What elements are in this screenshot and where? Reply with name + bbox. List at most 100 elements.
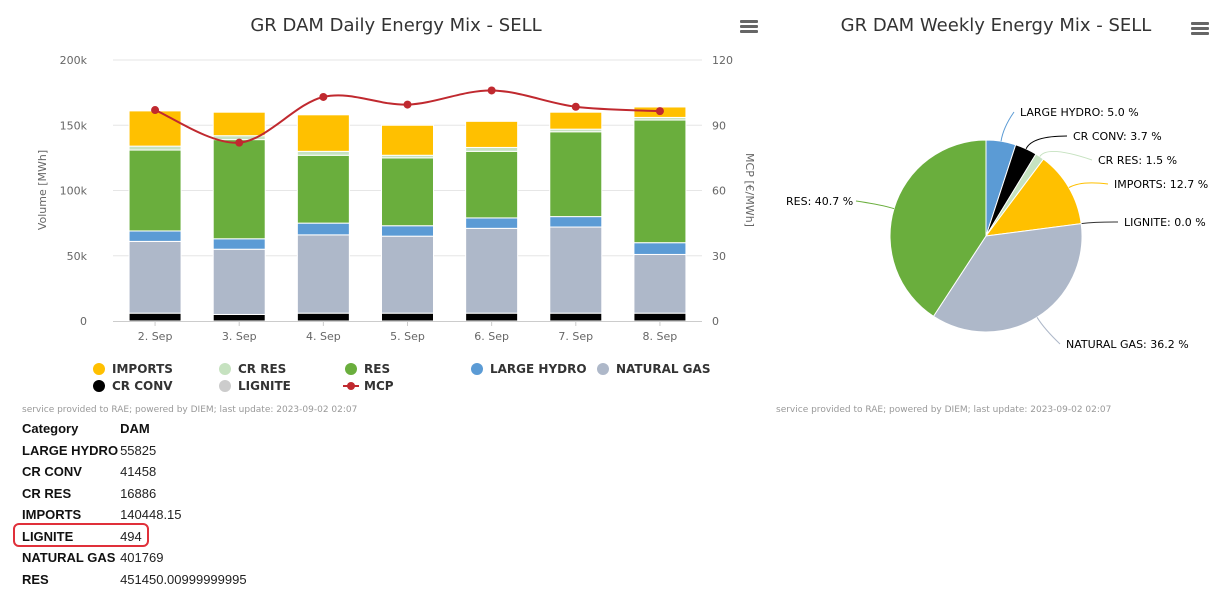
mcp-point[interactable] xyxy=(151,106,160,115)
bar-segment[interactable] xyxy=(212,238,266,250)
pie-connector xyxy=(1025,135,1068,150)
table-cell-value: 494 xyxy=(120,528,142,544)
bar-segment[interactable] xyxy=(633,312,687,322)
table-cell-category: LARGE HYDRO xyxy=(22,442,119,458)
x-axis-tick-label: 7. Sep xyxy=(558,330,593,343)
table-row: IMPORTS 140448.15 xyxy=(22,504,249,526)
table-row: CR RES 16886 xyxy=(22,483,249,505)
pie-chart-credits: service provided to RAE; powered by DIEM… xyxy=(776,405,1111,415)
mcp-point[interactable] xyxy=(487,86,496,95)
legend-item[interactable]: NATURAL GAS xyxy=(597,362,710,376)
legend-item[interactable]: LIGNITE xyxy=(219,379,291,393)
pie-data-label: LIGNITE: 0.0 % xyxy=(1124,216,1206,229)
bar-segment[interactable] xyxy=(465,217,519,229)
bar-segment[interactable] xyxy=(296,222,350,236)
legend-item[interactable]: RES xyxy=(345,362,390,376)
legend-label: CR RES xyxy=(238,362,286,376)
legend-label: NATURAL GAS xyxy=(616,362,710,376)
legend-item[interactable]: CR RES xyxy=(219,362,286,376)
bar-segment[interactable] xyxy=(128,145,182,151)
legend-label: MCP xyxy=(364,379,394,393)
bar-segment[interactable] xyxy=(465,312,519,322)
bar-segment[interactable] xyxy=(296,312,350,322)
bar-segment[interactable] xyxy=(296,234,350,314)
bar-segment[interactable] xyxy=(128,149,182,232)
bar-segment[interactable] xyxy=(296,150,350,156)
bar-segment[interactable] xyxy=(381,124,434,156)
bar-segment[interactable] xyxy=(296,114,350,152)
y2-axis-tick-label: 120 xyxy=(712,54,733,67)
bar-segment[interactable] xyxy=(296,154,350,224)
pie-connector xyxy=(855,200,895,210)
legend-item[interactable]: IMPORTS xyxy=(93,362,173,376)
bar-segment[interactable] xyxy=(128,110,182,147)
bar-chart-menu-icon[interactable] xyxy=(740,20,758,33)
bar-segment[interactable] xyxy=(465,146,519,152)
menu-icon-bar xyxy=(740,25,758,28)
table-cell-category: CR CONV xyxy=(22,464,82,480)
bar-segment[interactable] xyxy=(212,139,266,240)
table-cell-value: 451450.00999999995 xyxy=(120,571,247,587)
bar-segment[interactable] xyxy=(633,253,687,314)
pie-slice[interactable] xyxy=(932,223,1083,333)
bar-segment[interactable] xyxy=(549,312,603,322)
y-axis-tick-label: 0 xyxy=(80,315,87,328)
table-row: LARGE HYDRO 55825 xyxy=(22,440,249,462)
legend-label: RES xyxy=(364,362,390,376)
pie-data-label: NATURAL GAS: 36.2 % xyxy=(1066,338,1189,351)
mcp-point[interactable] xyxy=(655,107,664,116)
y2-axis-tick-label: 0 xyxy=(712,315,719,328)
bar-segment[interactable] xyxy=(128,230,182,242)
menu-icon-bar xyxy=(740,30,758,33)
table-header-dam: DAM xyxy=(120,421,150,437)
pie-chart-menu-icon[interactable] xyxy=(1191,22,1209,35)
bar-segment[interactable] xyxy=(549,131,603,218)
pie-chart-title: GR DAM Weekly Energy Mix - SELL xyxy=(841,15,1152,36)
bar-segment[interactable] xyxy=(381,157,434,227)
bar-segment[interactable] xyxy=(381,235,434,314)
lignite-highlight-box xyxy=(13,523,149,547)
table-cell-value: 140448.15 xyxy=(120,507,182,523)
legend-symbol xyxy=(93,363,105,375)
mcp-point[interactable] xyxy=(319,92,328,101)
bar-segment[interactable] xyxy=(549,226,603,314)
bar-segment[interactable] xyxy=(549,216,603,228)
legend-item[interactable]: CR CONV xyxy=(93,379,173,393)
x-axis-tick-label: 3. Sep xyxy=(222,330,257,343)
bar-segment[interactable] xyxy=(465,150,519,219)
bar-segment[interactable] xyxy=(465,120,519,148)
bar-segment[interactable] xyxy=(549,111,603,130)
pie-slice[interactable] xyxy=(889,139,987,318)
pie-connector xyxy=(1081,221,1119,225)
table-row: CR CONV 41458 xyxy=(22,461,249,483)
bar-segment[interactable] xyxy=(212,111,266,137)
table-cell-value: 401769 xyxy=(120,550,164,566)
mcp-point[interactable] xyxy=(235,138,244,147)
table-cell-category: RES xyxy=(22,571,49,587)
bar-segment[interactable] xyxy=(128,240,182,314)
legend-item[interactable]: LARGE HYDRO xyxy=(471,362,587,376)
bar-segment[interactable] xyxy=(633,119,687,244)
legend-item[interactable]: MCP xyxy=(343,379,394,393)
table-cell-category: CR RES xyxy=(22,485,72,501)
bar-segment[interactable] xyxy=(212,248,266,315)
table-cell-value: 41458 xyxy=(120,464,157,480)
table-header-category: Category xyxy=(22,421,79,437)
table-cell-category: LIGNITE xyxy=(22,528,74,544)
bar-segment[interactable] xyxy=(212,313,266,322)
bar-segment[interactable] xyxy=(381,225,434,237)
legend-symbol xyxy=(219,380,231,392)
x-axis-tick-label: 8. Sep xyxy=(643,330,678,343)
pie-data-label: CR RES: 1.5 % xyxy=(1098,154,1177,167)
mcp-point[interactable] xyxy=(403,100,412,109)
pie-connector xyxy=(1068,182,1109,188)
legend-symbol xyxy=(345,363,357,375)
bar-segment[interactable] xyxy=(381,312,434,322)
bar-segment[interactable] xyxy=(633,242,687,255)
mcp-point[interactable] xyxy=(571,102,580,111)
x-axis-tick-label: 5. Sep xyxy=(390,330,425,343)
bar-segment[interactable] xyxy=(128,312,182,322)
bar-segment[interactable] xyxy=(465,227,519,314)
y-axis-tick-label: 100k xyxy=(60,185,88,198)
table-cell-category: NATURAL GAS xyxy=(22,550,116,566)
